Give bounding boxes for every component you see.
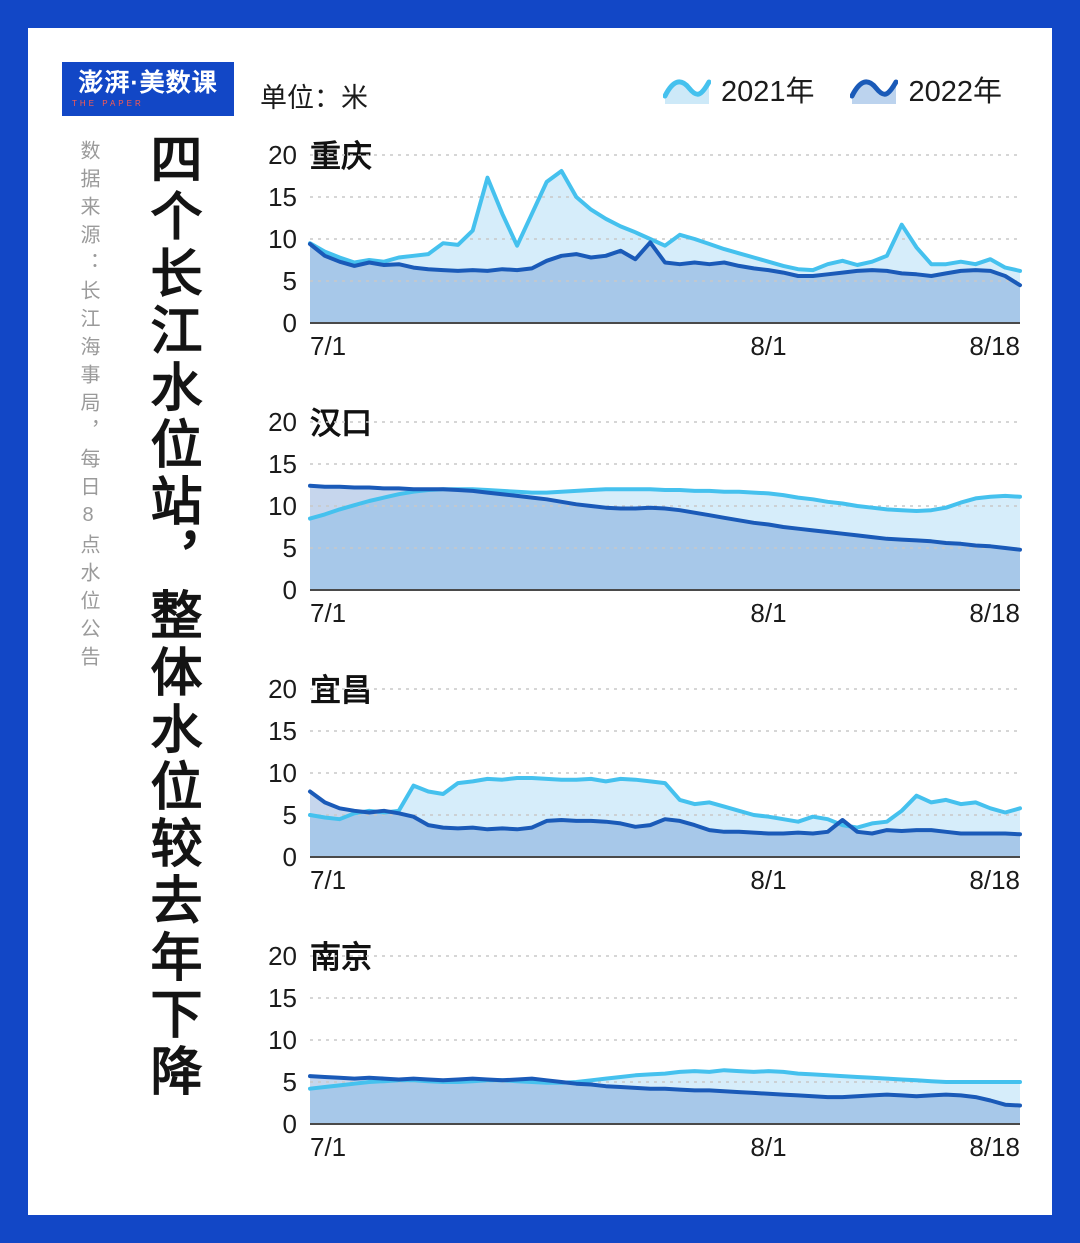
unit-label: 单位：米 — [260, 83, 368, 113]
logo-text: 澎湃·美数课 — [78, 68, 218, 97]
legend-swatch-fill — [852, 81, 897, 104]
logo: 澎湃·美数课 THE PAPER — [62, 62, 234, 116]
page-title: 四个长江水位站，整体水位较去年下降 — [142, 132, 200, 1101]
chart-plot: 0 5 10 15 20 7/1 8/1 8/18 — [255, 674, 1025, 899]
y-tick-label: 5 — [283, 266, 297, 296]
x-tick-label: 7/1 — [310, 331, 346, 361]
x-tick-label: 7/1 — [310, 598, 346, 628]
y-tick-label: 10 — [268, 1025, 297, 1055]
chart-chongqing: 重庆 0 5 10 15 20 7/1 8/1 8/18 — [255, 139, 1025, 365]
area-2021 — [310, 1070, 1020, 1124]
x-tick-label: 8/1 — [750, 331, 786, 361]
chart-canvas: 0 5 10 15 20 7/1 8/1 8/18 — [268, 407, 1022, 628]
y-tick-label: 15 — [268, 983, 297, 1013]
area-2022 — [310, 485, 1020, 590]
x-tick-label: 8/1 — [750, 1132, 786, 1162]
legend-swatch-line — [850, 79, 899, 99]
y-tick-label: 20 — [268, 944, 297, 971]
data-source-note: 数据来源：长江海事局，每日8点水位公告 — [77, 140, 99, 674]
wave-line-icon — [662, 79, 711, 104]
x-tick-label: 8/1 — [750, 865, 786, 895]
chart-plot: 0 5 10 15 20 7/1 8/1 8/18 — [255, 140, 1025, 365]
infographic-page: 澎湃·美数课 THE PAPER 数据来源：长江海事局，每日8点水位公告 四个长… — [28, 28, 1052, 1215]
legend-label-2022: 2022年 — [908, 76, 1002, 108]
line-2022 — [308, 1074, 1022, 1108]
y-tick-label: 20 — [268, 143, 297, 170]
chart-canvas: 0 5 10 15 20 7/1 8/1 8/18 — [268, 674, 1022, 895]
y-tick-label: 15 — [268, 182, 297, 212]
y-tick-label: 10 — [268, 758, 297, 788]
line-2022 — [308, 483, 1022, 552]
logo-subtext: THE PAPER — [72, 98, 144, 108]
y-tick-label: 15 — [268, 449, 297, 479]
legend-item-2021: 2021年 — [662, 68, 815, 110]
chart-title: 重庆 — [310, 139, 372, 174]
y-tick-label: 10 — [268, 224, 297, 254]
x-tick-label: 7/1 — [310, 865, 346, 895]
legend-item-2022: 2022年 — [850, 68, 1002, 110]
y-tick-label: 5 — [283, 1067, 297, 1097]
x-tick-label: 8/18 — [969, 1132, 1020, 1162]
chart-canvas: 0 5 10 15 20 7/1 8/1 8/18 — [268, 941, 1022, 1162]
line-2022 — [308, 789, 1022, 837]
area-2022 — [310, 1076, 1020, 1124]
line-2021 — [308, 776, 1022, 830]
x-tick-label: 8/1 — [750, 598, 786, 628]
y-tick-label: 20 — [268, 410, 297, 437]
chart-yichang: 宜昌 0 5 10 15 20 7/1 8/1 8/18 — [255, 673, 1025, 899]
x-tick-label: 8/18 — [969, 331, 1020, 361]
legend-swatch-fill — [664, 81, 709, 104]
y-tick-label: 20 — [268, 677, 297, 704]
legend: 2021年 2022年 — [662, 68, 1002, 110]
charts-area: 重庆 0 5 10 15 20 7/1 8/1 8/18 汉口 0 5 10 15 20 7/1 8/1 8… — [255, 139, 1025, 1211]
line-2021 — [308, 169, 1022, 273]
wave-line-icon — [850, 79, 899, 104]
y-tick-label: 5 — [283, 533, 297, 563]
y-tick-label: 0 — [283, 1109, 297, 1139]
y-tick-label: 0 — [283, 842, 297, 872]
y-tick-label: 10 — [268, 491, 297, 521]
y-tick-label: 0 — [283, 575, 297, 605]
x-tick-label: 7/1 — [310, 1132, 346, 1162]
y-tick-label: 5 — [283, 800, 297, 830]
chart-plot: 0 5 10 15 20 7/1 8/1 8/18 — [255, 407, 1025, 632]
y-tick-label: 0 — [283, 308, 297, 338]
legend-swatch-line — [662, 79, 711, 99]
area-2021 — [310, 489, 1020, 590]
line-2022 — [308, 240, 1022, 288]
chart-canvas: 0 5 10 15 20 7/1 8/1 8/18 — [268, 140, 1022, 361]
area-2022 — [310, 242, 1020, 323]
chart-hankou: 汉口 0 5 10 15 20 7/1 8/1 8/18 — [255, 406, 1025, 632]
y-tick-label: 15 — [268, 716, 297, 746]
x-tick-label: 8/18 — [969, 598, 1020, 628]
x-tick-label: 8/18 — [969, 865, 1020, 895]
area-2022 — [310, 791, 1020, 857]
chart-plot: 0 5 10 15 20 7/1 8/1 8/18 — [255, 941, 1025, 1166]
chart-title: 南京 — [310, 940, 372, 975]
chart-title: 汉口 — [310, 406, 372, 441]
chart-title: 宜昌 — [310, 673, 372, 708]
chart-nanjing: 南京 0 5 10 15 20 7/1 8/1 8/18 — [255, 940, 1025, 1166]
legend-label-2021: 2021年 — [720, 76, 815, 108]
